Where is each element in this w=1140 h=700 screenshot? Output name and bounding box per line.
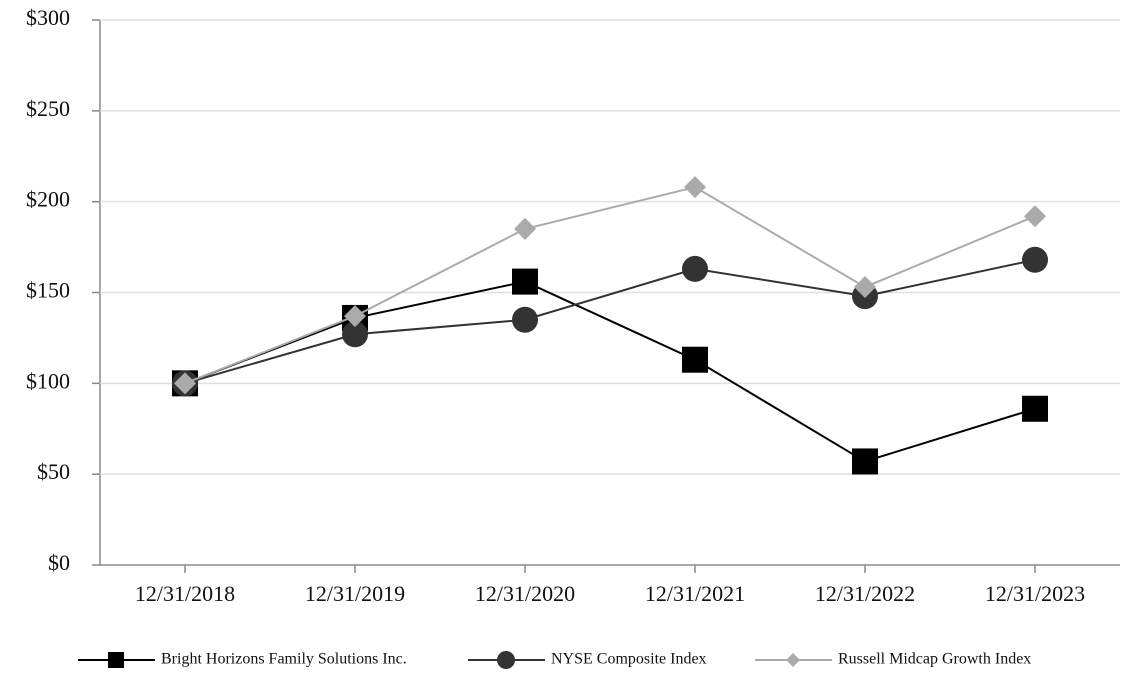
y-tick-label: $250 (26, 96, 70, 121)
legend-label: Bright Horizons Family Solutions Inc. (161, 651, 407, 668)
legend-label: NYSE Composite Index (551, 651, 707, 668)
marker (682, 346, 708, 373)
x-tick-label: 12/31/2019 (305, 581, 405, 606)
marker (497, 651, 515, 669)
legend-label: Russell Midcap Growth Index (838, 651, 1031, 668)
y-tick-label: $50 (37, 459, 70, 484)
series-line (184, 258, 1036, 385)
x-tick-label: 12/31/2021 (645, 581, 745, 606)
x-tick-label: 12/31/2020 (475, 581, 575, 606)
marker (108, 652, 124, 668)
y-tick-label: $0 (48, 550, 70, 575)
marker (682, 255, 708, 282)
marker (512, 306, 538, 333)
marker (344, 305, 366, 328)
y-tick-label: $300 (26, 5, 70, 30)
marker (1022, 395, 1048, 422)
marker (1024, 205, 1046, 228)
marker (342, 321, 368, 348)
series-line (184, 186, 1036, 385)
marker (512, 268, 538, 295)
marker (514, 217, 536, 240)
marker (852, 448, 878, 475)
marker (174, 372, 196, 395)
marker (854, 276, 876, 299)
marker (1022, 246, 1048, 273)
series-line (184, 280, 1036, 463)
y-tick-label: $100 (26, 368, 70, 393)
y-tick-label: $150 (26, 278, 70, 303)
y-tick-label: $200 (26, 187, 70, 212)
marker (786, 653, 800, 667)
x-tick-label: 12/31/2022 (815, 581, 915, 606)
x-tick-label: 12/31/2023 (985, 581, 1085, 606)
marker (684, 176, 706, 199)
x-tick-label: 12/31/2018 (135, 581, 235, 606)
